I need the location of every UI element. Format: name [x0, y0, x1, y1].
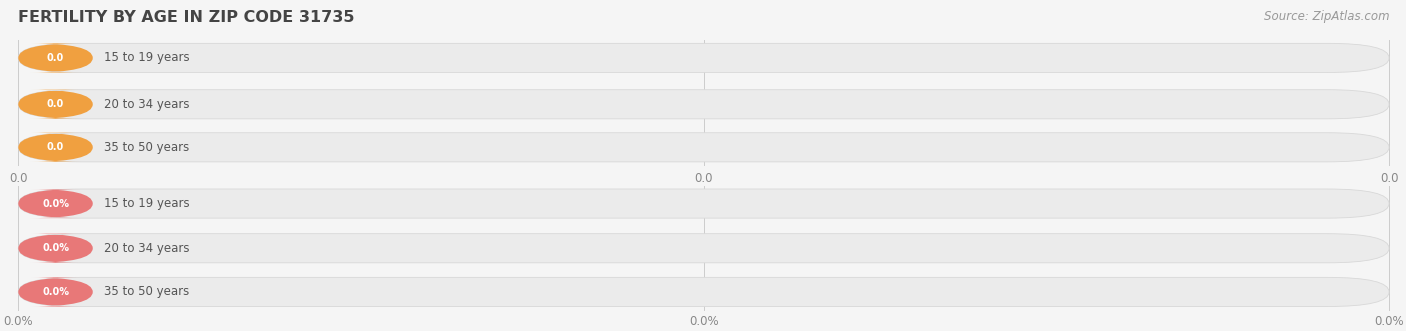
FancyBboxPatch shape	[18, 90, 1389, 119]
FancyBboxPatch shape	[18, 277, 93, 307]
Text: 15 to 19 years: 15 to 19 years	[104, 51, 190, 65]
Text: 20 to 34 years: 20 to 34 years	[104, 242, 190, 255]
Text: 0.0: 0.0	[695, 171, 713, 185]
Text: 0.0%: 0.0%	[3, 315, 34, 328]
Text: 0.0: 0.0	[46, 99, 65, 109]
Text: FERTILITY BY AGE IN ZIP CODE 31735: FERTILITY BY AGE IN ZIP CODE 31735	[18, 10, 354, 25]
FancyBboxPatch shape	[18, 277, 1389, 307]
FancyBboxPatch shape	[18, 189, 93, 218]
Text: 0.0%: 0.0%	[42, 243, 69, 253]
Text: 0.0: 0.0	[46, 53, 65, 63]
Text: 20 to 34 years: 20 to 34 years	[104, 98, 190, 111]
FancyBboxPatch shape	[18, 90, 93, 119]
FancyBboxPatch shape	[18, 234, 1389, 263]
Text: 0.0: 0.0	[8, 171, 28, 185]
Text: 0.0%: 0.0%	[1374, 315, 1405, 328]
FancyBboxPatch shape	[18, 133, 93, 162]
Text: 35 to 50 years: 35 to 50 years	[104, 285, 190, 299]
Text: 15 to 19 years: 15 to 19 years	[104, 197, 190, 210]
Text: 0.0%: 0.0%	[42, 199, 69, 209]
Text: 0.0%: 0.0%	[42, 287, 69, 297]
Text: 35 to 50 years: 35 to 50 years	[104, 141, 190, 154]
FancyBboxPatch shape	[18, 43, 1389, 72]
FancyBboxPatch shape	[18, 43, 93, 72]
FancyBboxPatch shape	[18, 234, 93, 263]
Text: 0.0%: 0.0%	[689, 315, 718, 328]
FancyBboxPatch shape	[18, 133, 1389, 162]
FancyBboxPatch shape	[18, 189, 1389, 218]
Text: 0.0: 0.0	[46, 142, 65, 152]
Text: 0.0: 0.0	[1379, 171, 1399, 185]
Text: Source: ZipAtlas.com: Source: ZipAtlas.com	[1264, 10, 1389, 23]
